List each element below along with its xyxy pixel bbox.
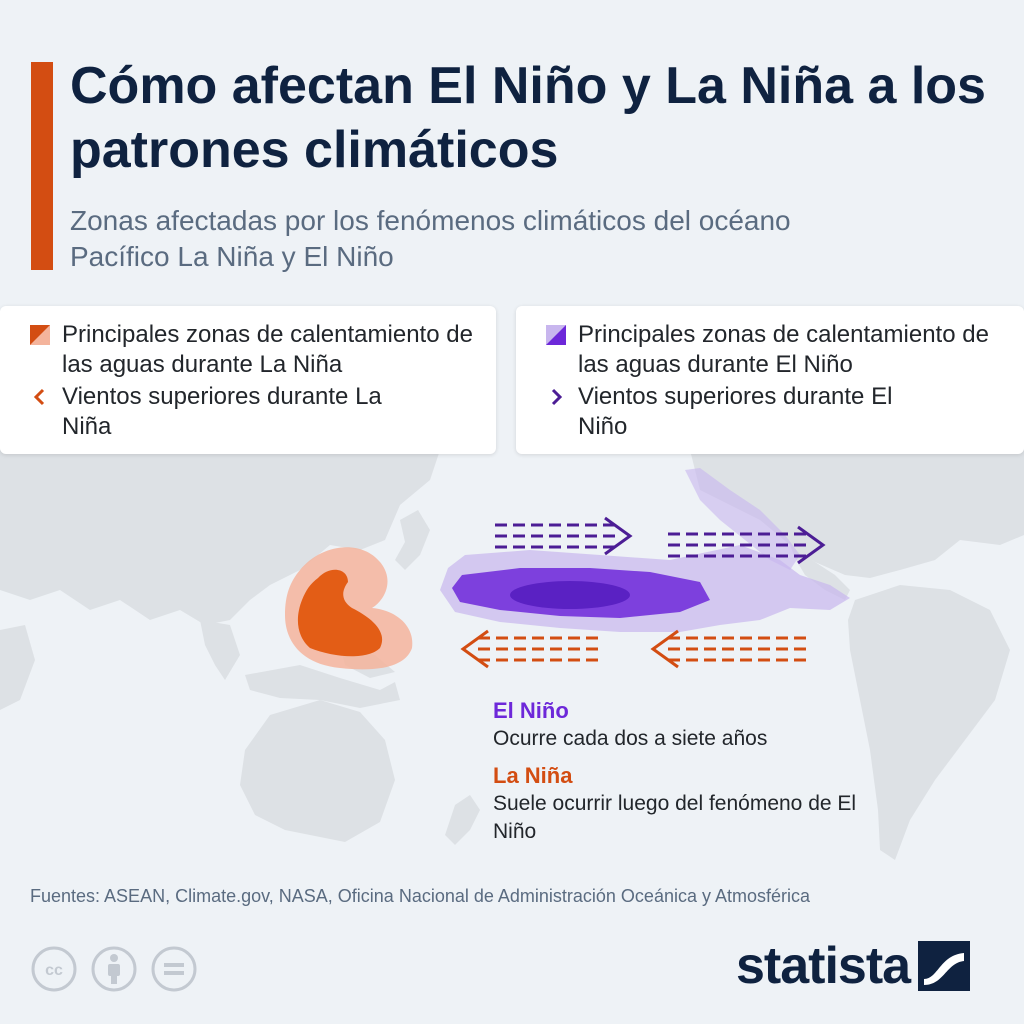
legend-la-nina-zone-label: Principales zonas de calentamiento de la… bbox=[62, 321, 473, 378]
chevron-right-icon bbox=[551, 388, 563, 406]
la-nina-warm-zone bbox=[285, 547, 413, 670]
no-derivatives-icon[interactable] bbox=[150, 945, 198, 993]
el-nino-note-title: El Niño bbox=[493, 698, 569, 723]
warm-zone-swatch-icon bbox=[546, 325, 566, 345]
el-nino-warm-zone bbox=[440, 468, 850, 632]
license-icons: cc bbox=[30, 945, 198, 993]
el-nino-note-text: Ocurre cada dos a siete años bbox=[493, 727, 768, 750]
sea-peninsula bbox=[200, 620, 240, 680]
legend-la-nina-winds-label: Vientos superiores durante La Niña bbox=[62, 383, 382, 440]
legend-el-nino-zone: Principales zonas de calentamiento de la… bbox=[546, 320, 1008, 380]
japan-landmass bbox=[395, 510, 430, 570]
africa-landmass bbox=[0, 625, 35, 710]
la-nina-note-text: Suele ocurrir luego del fenómeno de El N… bbox=[493, 792, 857, 843]
south-america-landmass bbox=[848, 585, 1010, 860]
pacific-map bbox=[0, 450, 1024, 860]
cc-icon[interactable]: cc bbox=[30, 945, 78, 993]
legend-el-nino: Principales zonas de calentamiento de la… bbox=[516, 306, 1024, 454]
attribution-icon[interactable] bbox=[90, 945, 138, 993]
new-zealand-landmass bbox=[445, 795, 480, 845]
accent-bar bbox=[31, 62, 53, 270]
legend-el-nino-zone-label: Principales zonas de calentamiento de la… bbox=[578, 321, 989, 378]
legend-el-nino-winds: Vientos superiores durante El Niño bbox=[546, 382, 908, 442]
indonesia-islands bbox=[245, 665, 400, 708]
chevron-left-icon bbox=[33, 388, 45, 406]
la-nina-wind-arrows bbox=[460, 629, 810, 669]
page-title: Cómo afectan El Niño y La Niña a los pat… bbox=[70, 57, 986, 179]
el-nino-note: El Niño Ocurre cada dos a siete años bbox=[493, 697, 913, 753]
statista-brand[interactable]: statista bbox=[736, 936, 971, 996]
legend-la-nina-winds: Vientos superiores durante La Niña bbox=[30, 382, 392, 442]
legend-la-nina-zone: Principales zonas de calentamiento de la… bbox=[30, 320, 492, 380]
svg-text:cc: cc bbox=[45, 962, 63, 979]
la-nina-note: La Niña Suele ocurrir luego del fenómeno… bbox=[493, 762, 913, 846]
legend-el-nino-winds-label: Vientos superiores durante El Niño bbox=[578, 383, 893, 440]
legend-la-nina: Principales zonas de calentamiento de la… bbox=[0, 306, 496, 454]
statista-wordmark: statista bbox=[736, 937, 911, 995]
el-nino-wind-arrows bbox=[495, 516, 826, 565]
australia-landmass bbox=[240, 700, 395, 842]
warm-zone-swatch-icon bbox=[30, 325, 50, 345]
north-america-landmass bbox=[690, 450, 1024, 578]
sources-text: Fuentes: ASEAN, Climate.gov, NASA, Ofici… bbox=[30, 886, 811, 906]
statista-logo-icon bbox=[918, 941, 971, 991]
page-subtitle: Zonas afectadas por los fenómenos climát… bbox=[70, 205, 791, 272]
asia-landmass bbox=[0, 450, 440, 625]
la-nina-note-title: La Niña bbox=[493, 763, 573, 788]
